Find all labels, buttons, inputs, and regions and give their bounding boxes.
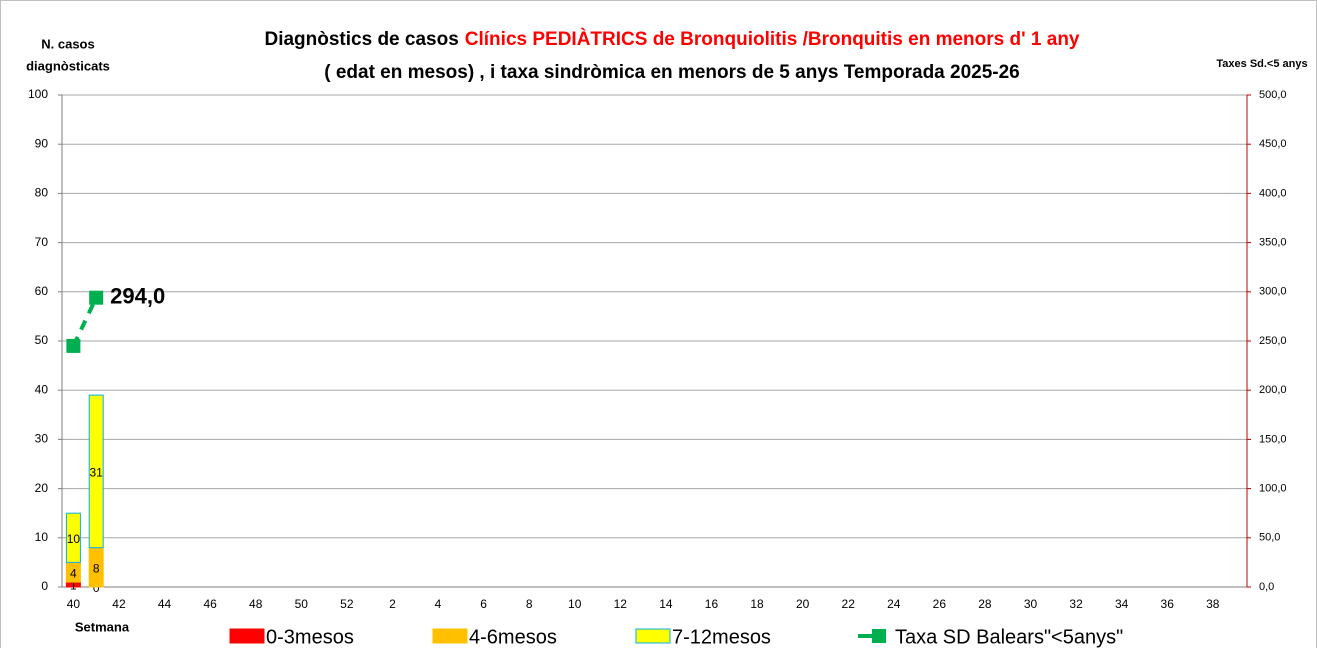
x-tick-label: 38 bbox=[1206, 597, 1220, 611]
legend-marker bbox=[872, 629, 886, 643]
legend-label: 7-12mesos bbox=[672, 626, 771, 648]
x-tick-label: 18 bbox=[750, 597, 764, 611]
legend-label: 0-3mesos bbox=[266, 626, 354, 648]
legend-label: Taxa SD Balears"<5anys" bbox=[895, 626, 1123, 648]
line-series bbox=[71, 296, 98, 347]
line-marker bbox=[89, 290, 104, 305]
line-marker bbox=[66, 338, 81, 353]
y-tick-label: 80 bbox=[35, 186, 49, 200]
bar-value-label: 4 bbox=[70, 566, 77, 580]
line-value-label: 294,0 bbox=[110, 284, 165, 309]
x-tick-label: 10 bbox=[568, 597, 582, 611]
legend-swatch bbox=[229, 628, 265, 644]
y2-tick-label: 400,0 bbox=[1259, 187, 1287, 199]
title-highlight: Clínics PEDIÀTRICS de Bronquiolitis /Bro… bbox=[465, 28, 1080, 50]
x-tick-label: 16 bbox=[705, 597, 719, 611]
x-tick-label: 14 bbox=[659, 597, 673, 611]
y-tick-label: 100 bbox=[28, 87, 48, 101]
x-tick-label: 22 bbox=[842, 597, 856, 611]
bar-value-label: 10 bbox=[67, 532, 81, 546]
y-tick-label: 0 bbox=[41, 579, 48, 593]
x-tick-label: 52 bbox=[340, 597, 354, 611]
x-tick-label: 6 bbox=[480, 597, 487, 611]
legend-swatch bbox=[635, 628, 671, 644]
chart-subtitle: ( edat en mesos) , i taxa sindròmica en … bbox=[324, 62, 1020, 83]
bar-segment bbox=[88, 394, 104, 549]
y-tick-label: 10 bbox=[35, 530, 49, 544]
x-tick-label: 50 bbox=[295, 597, 309, 611]
x-tick-label: 48 bbox=[249, 597, 263, 611]
x-tick-label: 20 bbox=[796, 597, 810, 611]
y-tick-label: 60 bbox=[35, 284, 49, 298]
legend-swatch bbox=[432, 628, 468, 644]
x-axis-label: Setmana bbox=[75, 619, 130, 634]
x-tick-label: 32 bbox=[1069, 597, 1083, 611]
y2-tick-label: 50,0 bbox=[1259, 532, 1280, 544]
y2-tick-label: 150,0 bbox=[1259, 433, 1287, 445]
y-tick-label: 90 bbox=[35, 136, 49, 150]
y2-tick-label: 450,0 bbox=[1259, 138, 1287, 150]
bar-value-label: 1 bbox=[70, 579, 77, 593]
x-tick-label: 30 bbox=[1024, 597, 1038, 611]
y2-tick-label: 200,0 bbox=[1259, 384, 1287, 396]
y-tick-label: 30 bbox=[35, 432, 49, 446]
y2-tick-label: 350,0 bbox=[1259, 237, 1287, 249]
chart-title: Diagnòstics de casos Clínics PEDIÀTRICS d… bbox=[264, 28, 1079, 50]
x-tick-label: 4 bbox=[435, 597, 442, 611]
y2-tick-label: 100,0 bbox=[1259, 483, 1287, 495]
bar-value-label: 0 bbox=[93, 581, 100, 595]
title-text: Diagnòstics de casos bbox=[264, 29, 458, 50]
y-tick-label: 40 bbox=[35, 382, 49, 396]
x-tick-label: 28 bbox=[978, 597, 992, 611]
y-tick-label: 20 bbox=[35, 481, 49, 495]
x-tick-label: 26 bbox=[933, 597, 947, 611]
bar-value-label: 31 bbox=[90, 466, 104, 480]
y2-tick-label: 250,0 bbox=[1259, 335, 1287, 347]
y-tick-label: 50 bbox=[35, 333, 49, 347]
bar-segment bbox=[65, 512, 81, 563]
x-tick-label: 44 bbox=[158, 597, 172, 611]
y-tick-label: 70 bbox=[35, 235, 49, 249]
x-tick-label: 36 bbox=[1161, 597, 1175, 611]
x-tick-label: 42 bbox=[112, 597, 126, 611]
x-tick-label: 40 bbox=[67, 597, 81, 611]
y2-tick-label: 0,0 bbox=[1259, 581, 1274, 593]
x-tick-label: 8 bbox=[526, 597, 533, 611]
legend-label: 4-6mesos bbox=[469, 626, 557, 648]
x-tick-label: 46 bbox=[203, 597, 217, 611]
x-tick-label: 2 bbox=[389, 597, 396, 611]
y-axis-label: diagnòsticats bbox=[26, 58, 110, 73]
y2-tick-label: 500,0 bbox=[1259, 89, 1287, 101]
y-axis-label: N. casos bbox=[41, 36, 94, 51]
x-tick-label: 12 bbox=[614, 597, 628, 611]
bar-value-label: 8 bbox=[93, 561, 100, 575]
y2-axis-label: Taxes Sd.<5 anys bbox=[1216, 58, 1307, 70]
y2-tick-label: 300,0 bbox=[1259, 286, 1287, 298]
x-tick-label: 24 bbox=[887, 597, 901, 611]
x-tick-label: 34 bbox=[1115, 597, 1129, 611]
